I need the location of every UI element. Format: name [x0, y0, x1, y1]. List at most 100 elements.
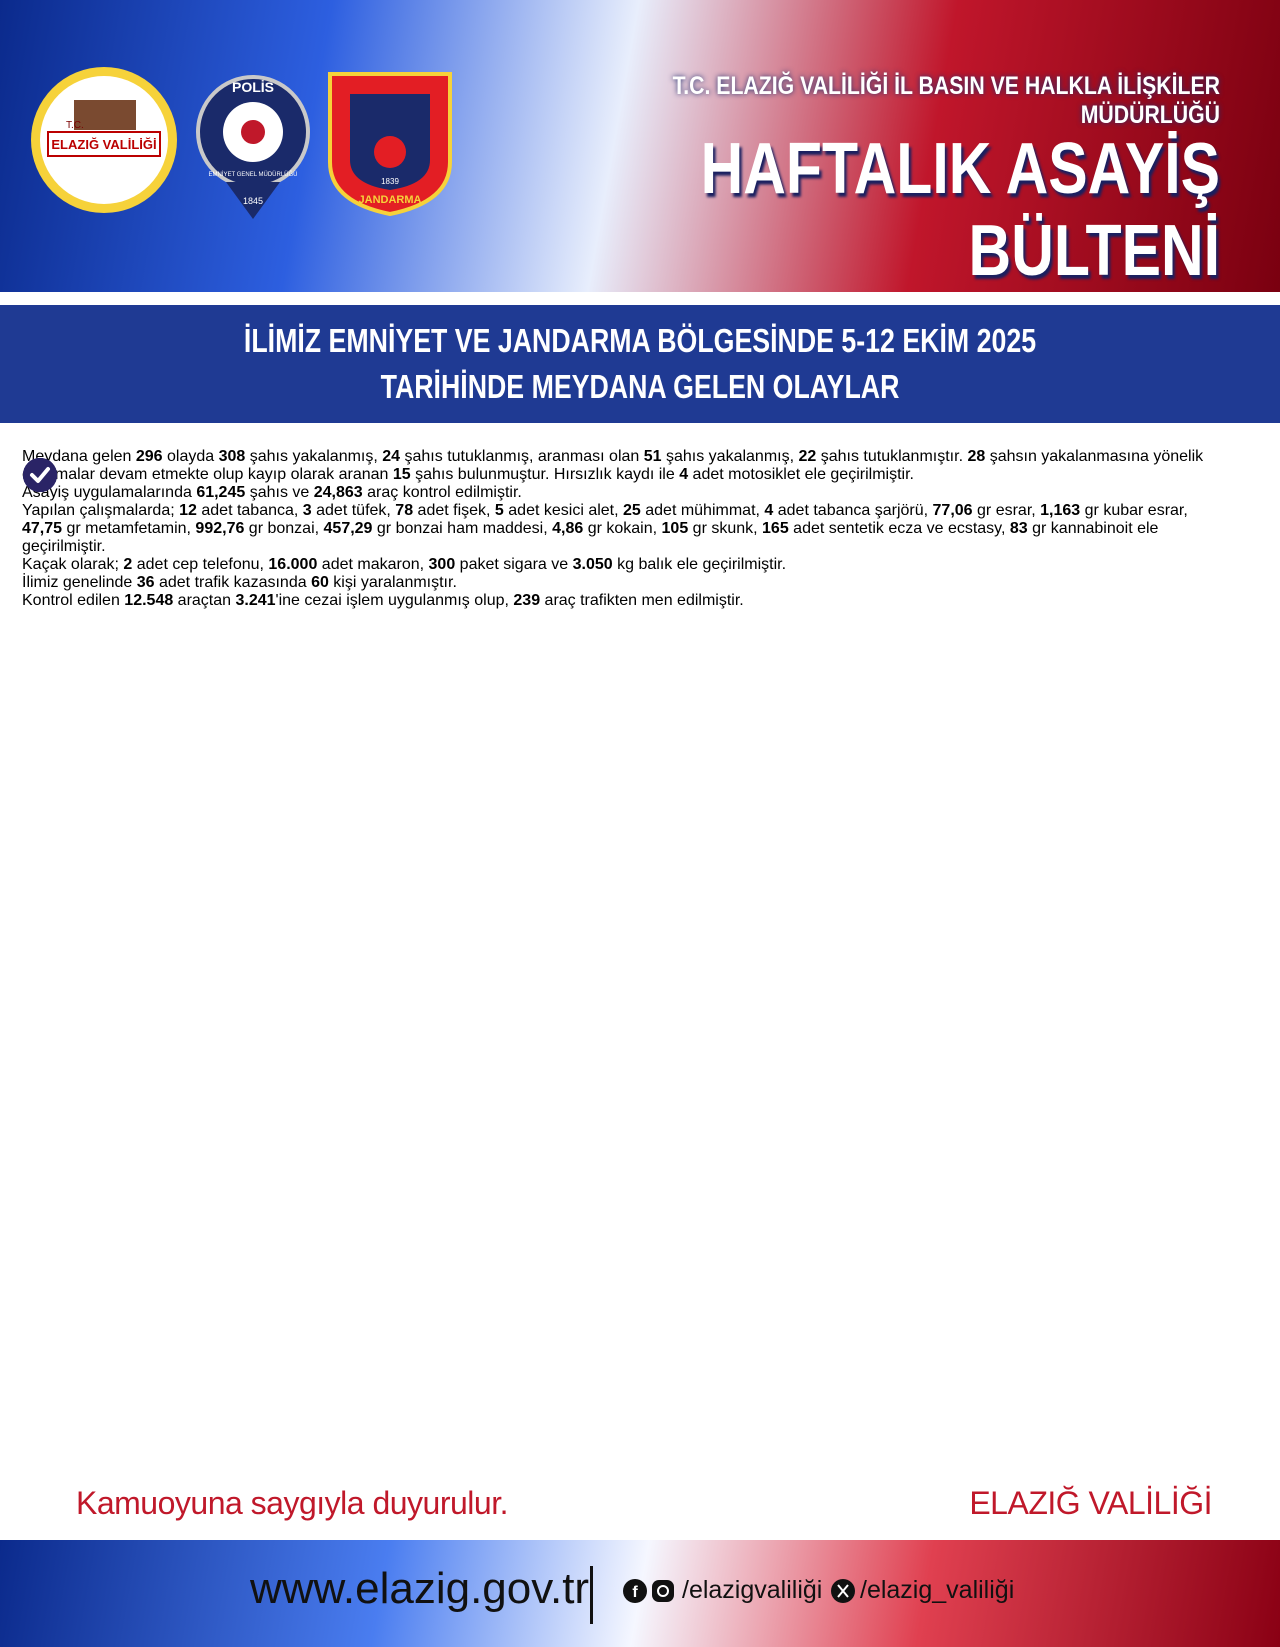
text-run: adet sentetik ecza ve ecstasy, — [788, 520, 1010, 537]
separator — [590, 1566, 593, 1624]
x-icon — [831, 1578, 855, 1603]
figure: 77,06 — [932, 502, 973, 519]
text-run: gr skunk, — [688, 520, 763, 537]
figure: 83 — [1009, 520, 1028, 537]
figure: 78 — [395, 502, 414, 519]
closing-right: ELAZIĞ VALİLİĞİ — [969, 1485, 1212, 1521]
text-run: adet kesici alet, — [503, 502, 623, 519]
figure: 36 — [136, 574, 155, 591]
figure: 15 — [392, 466, 411, 483]
social-icons: f — [623, 1578, 674, 1603]
text-run: şahsın yakalanmasına yönelik çalışmalar … — [22, 448, 1204, 483]
header-title: HAFTALIK ASAYİŞ BÜLTENİ — [700, 129, 1220, 291]
figure: 105 — [661, 520, 689, 537]
jandarma-logo: 1839 JANDARMA — [328, 72, 452, 216]
text-run: 'ine cezai işlem uygulanmış olup, — [275, 592, 514, 609]
text-run: adet cep telefonu, — [132, 556, 269, 573]
jandarma-year: 1839 — [381, 177, 399, 186]
bullet-paragraph: İlimiz genelinde 36 adet trafik kazasınd… — [22, 458, 1212, 592]
header-subtitle: T.C. ELAZIĞ VALİLİĞİ İL BASIN VE HALKLA … — [672, 72, 1220, 129]
social-handle: /elazig_valiliği — [860, 1576, 1015, 1604]
figure: 2 — [123, 556, 133, 573]
polis-ring: EMNİYET GENEL MÜDÜRLÜĞÜ — [208, 171, 297, 178]
figure: 16.000 — [268, 556, 318, 573]
valilik-logo: T.C. ELAZIĞ VALİLİĞİ — [31, 67, 177, 213]
figure: 24 — [382, 448, 401, 465]
text-run: adet motosiklet ele geçirilmiştir. — [688, 466, 914, 483]
check-icon — [23, 458, 57, 492]
text-run: adet tabanca şarjörü, — [773, 502, 933, 519]
figure: 60 — [311, 574, 329, 591]
figure: 12 — [179, 502, 197, 519]
social-fb-ig[interactable]: f /elazigvaliliği — [622, 1576, 822, 1605]
figure: 28 — [967, 448, 986, 465]
figure: 25 — [623, 502, 641, 519]
banner-line: TARİHİNDE MEYDANA GELEN OLAYLAR — [380, 368, 900, 405]
banner: İLİMİZ EMNİYET VE JANDARMA BÖLGESİNDE 5-… — [0, 305, 1280, 423]
text-run: adet tabanca, — [196, 502, 303, 519]
figure: 3.241 — [235, 592, 276, 609]
text-run: şahıs tutuklanmış, aranması olan — [400, 448, 644, 465]
social-handle: /elazigvaliliği — [682, 1576, 823, 1604]
figure: 12.548 — [124, 592, 174, 609]
figure: 3 — [302, 502, 312, 519]
valilik-prefix: T.C. — [66, 120, 84, 131]
figure: 992,76 — [195, 520, 245, 537]
text-run: şahıs yakalanmış, — [661, 448, 799, 465]
text-run: olayda — [162, 448, 219, 465]
text-run: İlimiz genelinde — [22, 574, 137, 591]
text-run: araçtan — [173, 592, 236, 609]
figure: 4 — [679, 466, 689, 483]
header: T.C. ELAZIĞ VALİLİĞİ POLİS EMNİYET GENEL… — [0, 0, 1280, 292]
figure: 5 — [494, 502, 504, 519]
text-run: paket sigara ve — [455, 556, 573, 573]
text-run: gr bonzai ham maddesi, — [372, 520, 553, 537]
footer: www.elazig.gov.tr f /elazigvaliliği /ela… — [0, 1540, 1280, 1647]
text-run: adet fişek, — [413, 502, 495, 519]
text-run: araç trafikten men edilmiştir. — [540, 592, 744, 609]
figure: 457,29 — [323, 520, 373, 537]
valilik-name: ELAZIĞ VALİLİĞİ — [51, 137, 156, 152]
figure: 3.050 — [572, 556, 613, 573]
jandarma-name: JANDARMA — [359, 194, 422, 206]
polis-logo: POLİS EMNİYET GENEL MÜDÜRLÜĞÜ 1845 — [196, 75, 310, 219]
text-run: Asayiş uygulamalarında — [22, 484, 197, 501]
bullet-paragraph: Meydana gelen 296 olayda 308 şahıs yakal… — [22, 448, 1212, 492]
figure: 308 — [218, 448, 246, 465]
bullet-paragraph: Kaçak olarak; 2 adet cep telefonu, 16.00… — [22, 458, 1212, 574]
text-run: gr kokain, — [583, 520, 662, 537]
figure: 300 — [428, 556, 456, 573]
text-run: Meydana gelen — [22, 448, 136, 465]
text-run: gr esrar, — [972, 502, 1041, 519]
closing: Kamuoyuna saygıyla duyurulur. ELAZIĞ VAL… — [76, 1485, 1212, 1522]
polis-year: 1845 — [243, 196, 263, 206]
text-run: araç kontrol edilmiştir. — [362, 484, 522, 501]
text-run: şahıs tutuklanmıştır. — [816, 448, 968, 465]
text-run: kg balık ele geçirilmiştir. — [612, 556, 787, 573]
text-run: Kaçak olarak; — [22, 556, 124, 573]
text-run: gr kubar esrar, — [1080, 502, 1188, 519]
text-run: Kontrol edilen — [22, 592, 125, 609]
text-run: adet tüfek, — [311, 502, 396, 519]
bullet-paragraph: Asayiş uygulamalarında 61,245 şahıs ve 2… — [22, 458, 1212, 502]
text-run: adet trafik kazasında — [154, 574, 312, 591]
bullet-paragraph: Kontrol edilen 12.548 araçtan 3.241'ine … — [22, 458, 1212, 610]
closing-left: Kamuoyuna saygıyla duyurulur. — [76, 1485, 508, 1521]
figure: 239 — [513, 592, 541, 609]
text-run: gr bonzai, — [244, 520, 324, 537]
text-run: şahıs ve — [245, 484, 314, 501]
text-run: gr kannabinoit ele geçirilmiştir. — [22, 520, 1159, 555]
figure: 165 — [762, 520, 789, 537]
figure: 61,245 — [196, 484, 246, 501]
text-run: adet makaron, — [317, 556, 429, 573]
text-run: kişi yaralanmıştır. — [328, 574, 457, 591]
social-x[interactable]: /elazig_valiliği — [830, 1576, 1014, 1605]
website[interactable]: www.elazig.gov.tr — [250, 1564, 590, 1613]
text-run: şahıs yakalanmış, — [245, 448, 383, 465]
polis-top: POLİS — [232, 79, 274, 95]
figure: 4,86 — [552, 520, 584, 537]
bulletin-body: Meydana gelen 296 olayda 308 şahıs yakal… — [22, 448, 1212, 610]
figure: 4 — [764, 502, 774, 519]
